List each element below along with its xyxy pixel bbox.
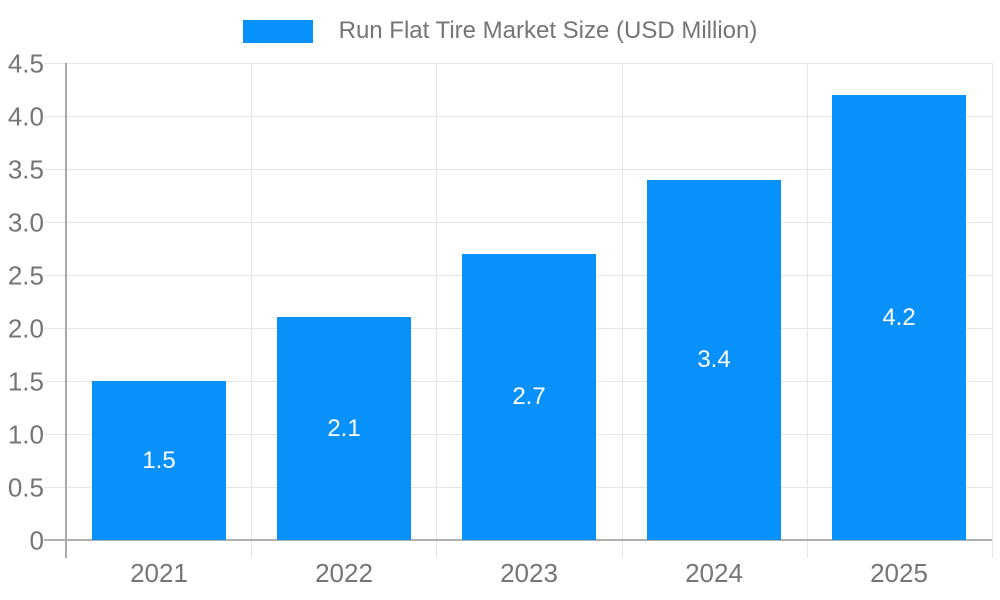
x-axis-tick-label: 2021 xyxy=(130,558,188,588)
x-axis-tick-label: 2025 xyxy=(870,558,928,588)
y-axis-tick-label: 0 xyxy=(29,525,44,556)
category-gridline xyxy=(807,63,808,558)
bar-2023 xyxy=(462,254,596,540)
x-axis-tick-label: 2022 xyxy=(315,558,373,588)
y-axis-tick-label: 4.0 xyxy=(7,101,44,132)
bar-value-label: 2.1 xyxy=(327,415,361,442)
bar-value-label: 4.2 xyxy=(882,304,916,331)
y-gridline xyxy=(44,222,992,223)
category-gridline xyxy=(992,63,993,558)
category-gridline xyxy=(622,63,623,558)
y-axis-tick-label: 2.0 xyxy=(7,313,44,344)
y-gridline xyxy=(44,169,992,170)
bar-2024 xyxy=(647,180,781,540)
legend-label: Run Flat Tire Market Size (USD Million) xyxy=(338,17,758,44)
y-axis-tick-label: 1.5 xyxy=(7,366,44,397)
bar-2022 xyxy=(277,317,411,540)
y-axis-tick-label: 3.5 xyxy=(7,154,44,185)
y-axis-tick-label: 2.5 xyxy=(7,260,44,291)
y-gridline xyxy=(44,116,992,117)
bar-value-label: 3.4 xyxy=(697,346,731,373)
category-gridline xyxy=(251,63,252,558)
bar-2025 xyxy=(832,95,966,540)
category-gridline xyxy=(436,63,437,558)
x-axis-tick-label: 2023 xyxy=(500,558,558,588)
chart-legend: Run Flat Tire Market Size (USD Million) xyxy=(0,17,1000,45)
y-axis-tick-label: 0.5 xyxy=(7,472,44,503)
x-axis-baseline xyxy=(44,539,992,541)
bar-value-label: 1.5 xyxy=(142,447,176,474)
y-axis-tick-label: 1.0 xyxy=(7,419,44,450)
y-axis-line xyxy=(65,63,67,558)
y-axis-tick-label: 3.0 xyxy=(7,207,44,238)
bar-2021 xyxy=(92,381,226,540)
y-gridline xyxy=(44,63,992,64)
bar-value-label: 2.7 xyxy=(512,383,546,410)
x-axis-tick-label: 2024 xyxy=(685,558,743,588)
y-axis-tick-label: 4.5 xyxy=(7,48,44,79)
legend-swatch xyxy=(242,19,313,43)
